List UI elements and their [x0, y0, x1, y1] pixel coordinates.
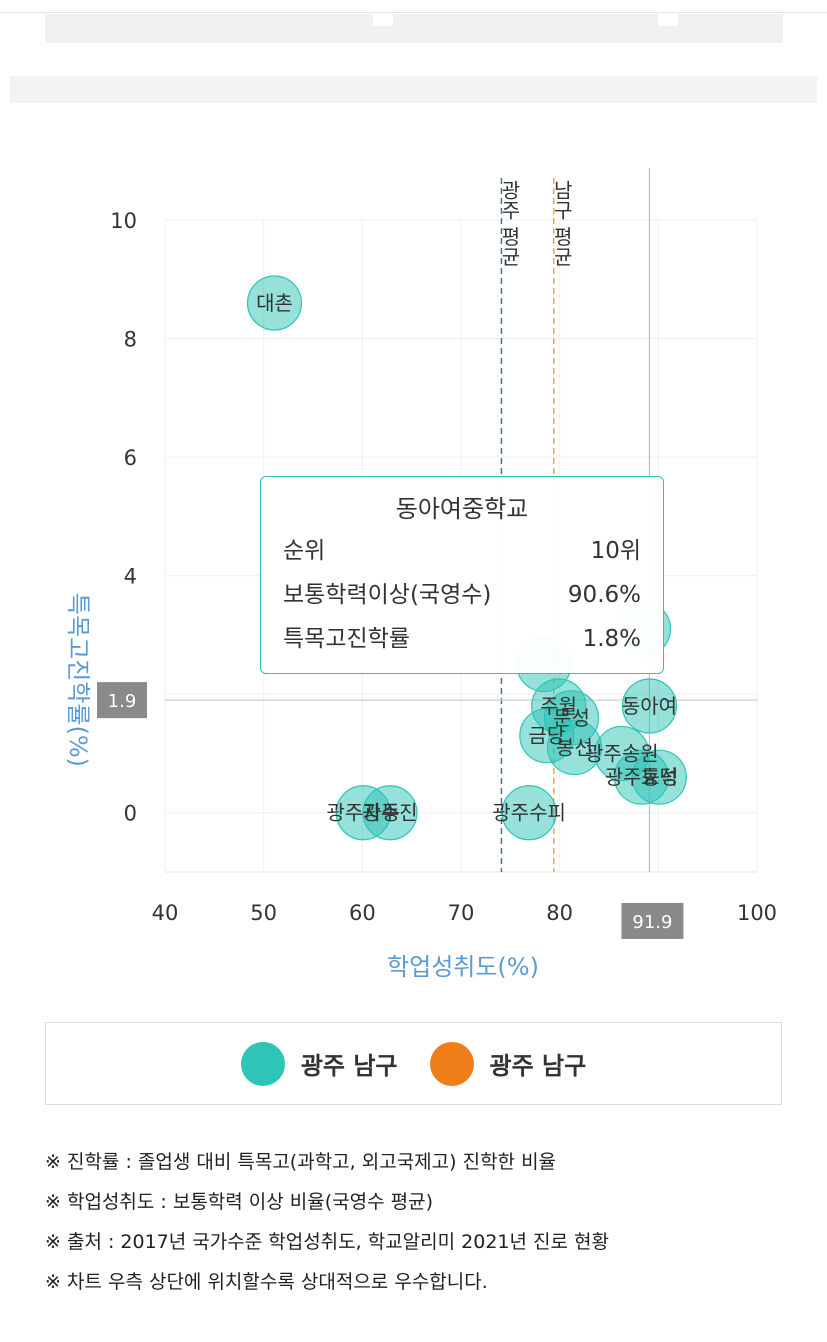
top-divider [0, 12, 827, 13]
y-tick-label: 8 [124, 328, 137, 352]
x-crosshair-badge-text: 91.9 [632, 912, 672, 933]
x-crosshair-badge [621, 903, 684, 939]
footnote: ※ 진학률 : 졸업생 대비 특목고(과학고, 외고국제고) 진학한 비율 [45, 1151, 557, 1173]
crosshair-badges: 1.9 91.9 [97, 682, 684, 939]
placeholder-gap [658, 14, 678, 26]
x-tick-label: 100 [737, 901, 777, 925]
tooltip-row-achievement: 보통학력이상(국영수) 90.6% [283, 573, 641, 617]
tooltip-value: 1.8% [582, 626, 641, 652]
footnotes: ※ 진학률 : 졸업생 대비 특목고(과학고, 외고국제고) 진학한 비율 ※ … [45, 1142, 815, 1302]
legend-swatch [240, 1041, 285, 1086]
tooltip-row-rank: 순위 10위 [283, 529, 641, 573]
tooltip-value: 10위 [590, 538, 641, 564]
reference-line-label: 남구 평균 [550, 180, 574, 267]
x-tick-label: 40 [152, 901, 179, 925]
data-point-label: 금당 [528, 724, 565, 748]
placeholder-gap [373, 14, 393, 26]
legend-label: 광주 남구 [489, 1052, 587, 1080]
data-point [621, 678, 678, 734]
data-point [246, 275, 303, 331]
data-point [631, 749, 687, 805]
tooltip-row-rate: 특목고진학률 1.8% [283, 617, 641, 661]
x-tick-label: 80 [546, 901, 573, 925]
data-point-label: 대촌 [256, 291, 293, 315]
data-point-label: 광주동성 [605, 765, 679, 789]
legend-item-series-2[interactable]: 광주 남구 [429, 1041, 587, 1086]
legend-label: 광주 남구 [300, 1052, 398, 1080]
data-point [362, 785, 418, 841]
y-tick-label: 10 [110, 209, 137, 233]
secondary-placeholder-bar [10, 76, 817, 103]
data-point-label: 봉선 [556, 736, 593, 760]
data-point-label: 효덕 [641, 765, 678, 789]
y-tick-label: 4 [124, 565, 137, 589]
tooltip: 동아여중학교 순위 10위 보통학력이상(국영수) 90.6% 특목고진학률 1… [260, 476, 664, 674]
tooltip-label: 보통학력이상(국영수) [283, 582, 492, 608]
tooltip-value: 90.6% [567, 582, 641, 608]
legend: 광주 남구 광주 남구 [45, 1022, 782, 1105]
tooltip-title: 동아여중학교 [395, 495, 529, 523]
data-point-label: 동아여 [622, 694, 677, 718]
y-crosshair-badge [97, 682, 147, 719]
tooltip-label: 특목고진학률 [283, 626, 410, 652]
data-point-label: 광주자동 [327, 801, 401, 825]
tooltip-label: 순위 [283, 538, 326, 564]
x-axis-title: 학업성취도(%) [387, 953, 539, 981]
y-tick-label: 0 [124, 802, 137, 826]
legend-swatch [429, 1041, 474, 1086]
y-axis-title: 특목고진학률(%) [64, 593, 92, 767]
footnote: ※ 학업성취도 : 보통학력 이상 비율(국영수 평균) [45, 1191, 434, 1213]
reference-line-label: 광주 평균 [497, 180, 521, 267]
x-tick-label: 70 [448, 901, 475, 925]
reference-lines: 광주 평균 남구 평균 [497, 178, 574, 872]
y-crosshair-badge-text: 1.9 [108, 691, 137, 712]
data-point [501, 785, 557, 841]
data-point-label: 광주진 [362, 801, 417, 825]
x-tick-label: 50 [250, 901, 277, 925]
footnote: ※ 출처 : 2017년 국가수준 학업성취도, 학교알리미 2021년 진로 … [45, 1231, 609, 1253]
data-point-label: 문성 [553, 706, 590, 730]
legend-item-series-1[interactable]: 광주 남구 [240, 1041, 398, 1086]
y-tick-label: 6 [124, 446, 137, 470]
data-point-label: 광주수피 [492, 801, 566, 825]
x-tick-label: 60 [349, 901, 376, 925]
footnote: ※ 차트 우측 상단에 위치할수록 상대적으로 우수합니다. [45, 1271, 488, 1293]
data-point-label: 광주송원 [585, 741, 659, 765]
data-point-label: 주월 [540, 694, 577, 718]
